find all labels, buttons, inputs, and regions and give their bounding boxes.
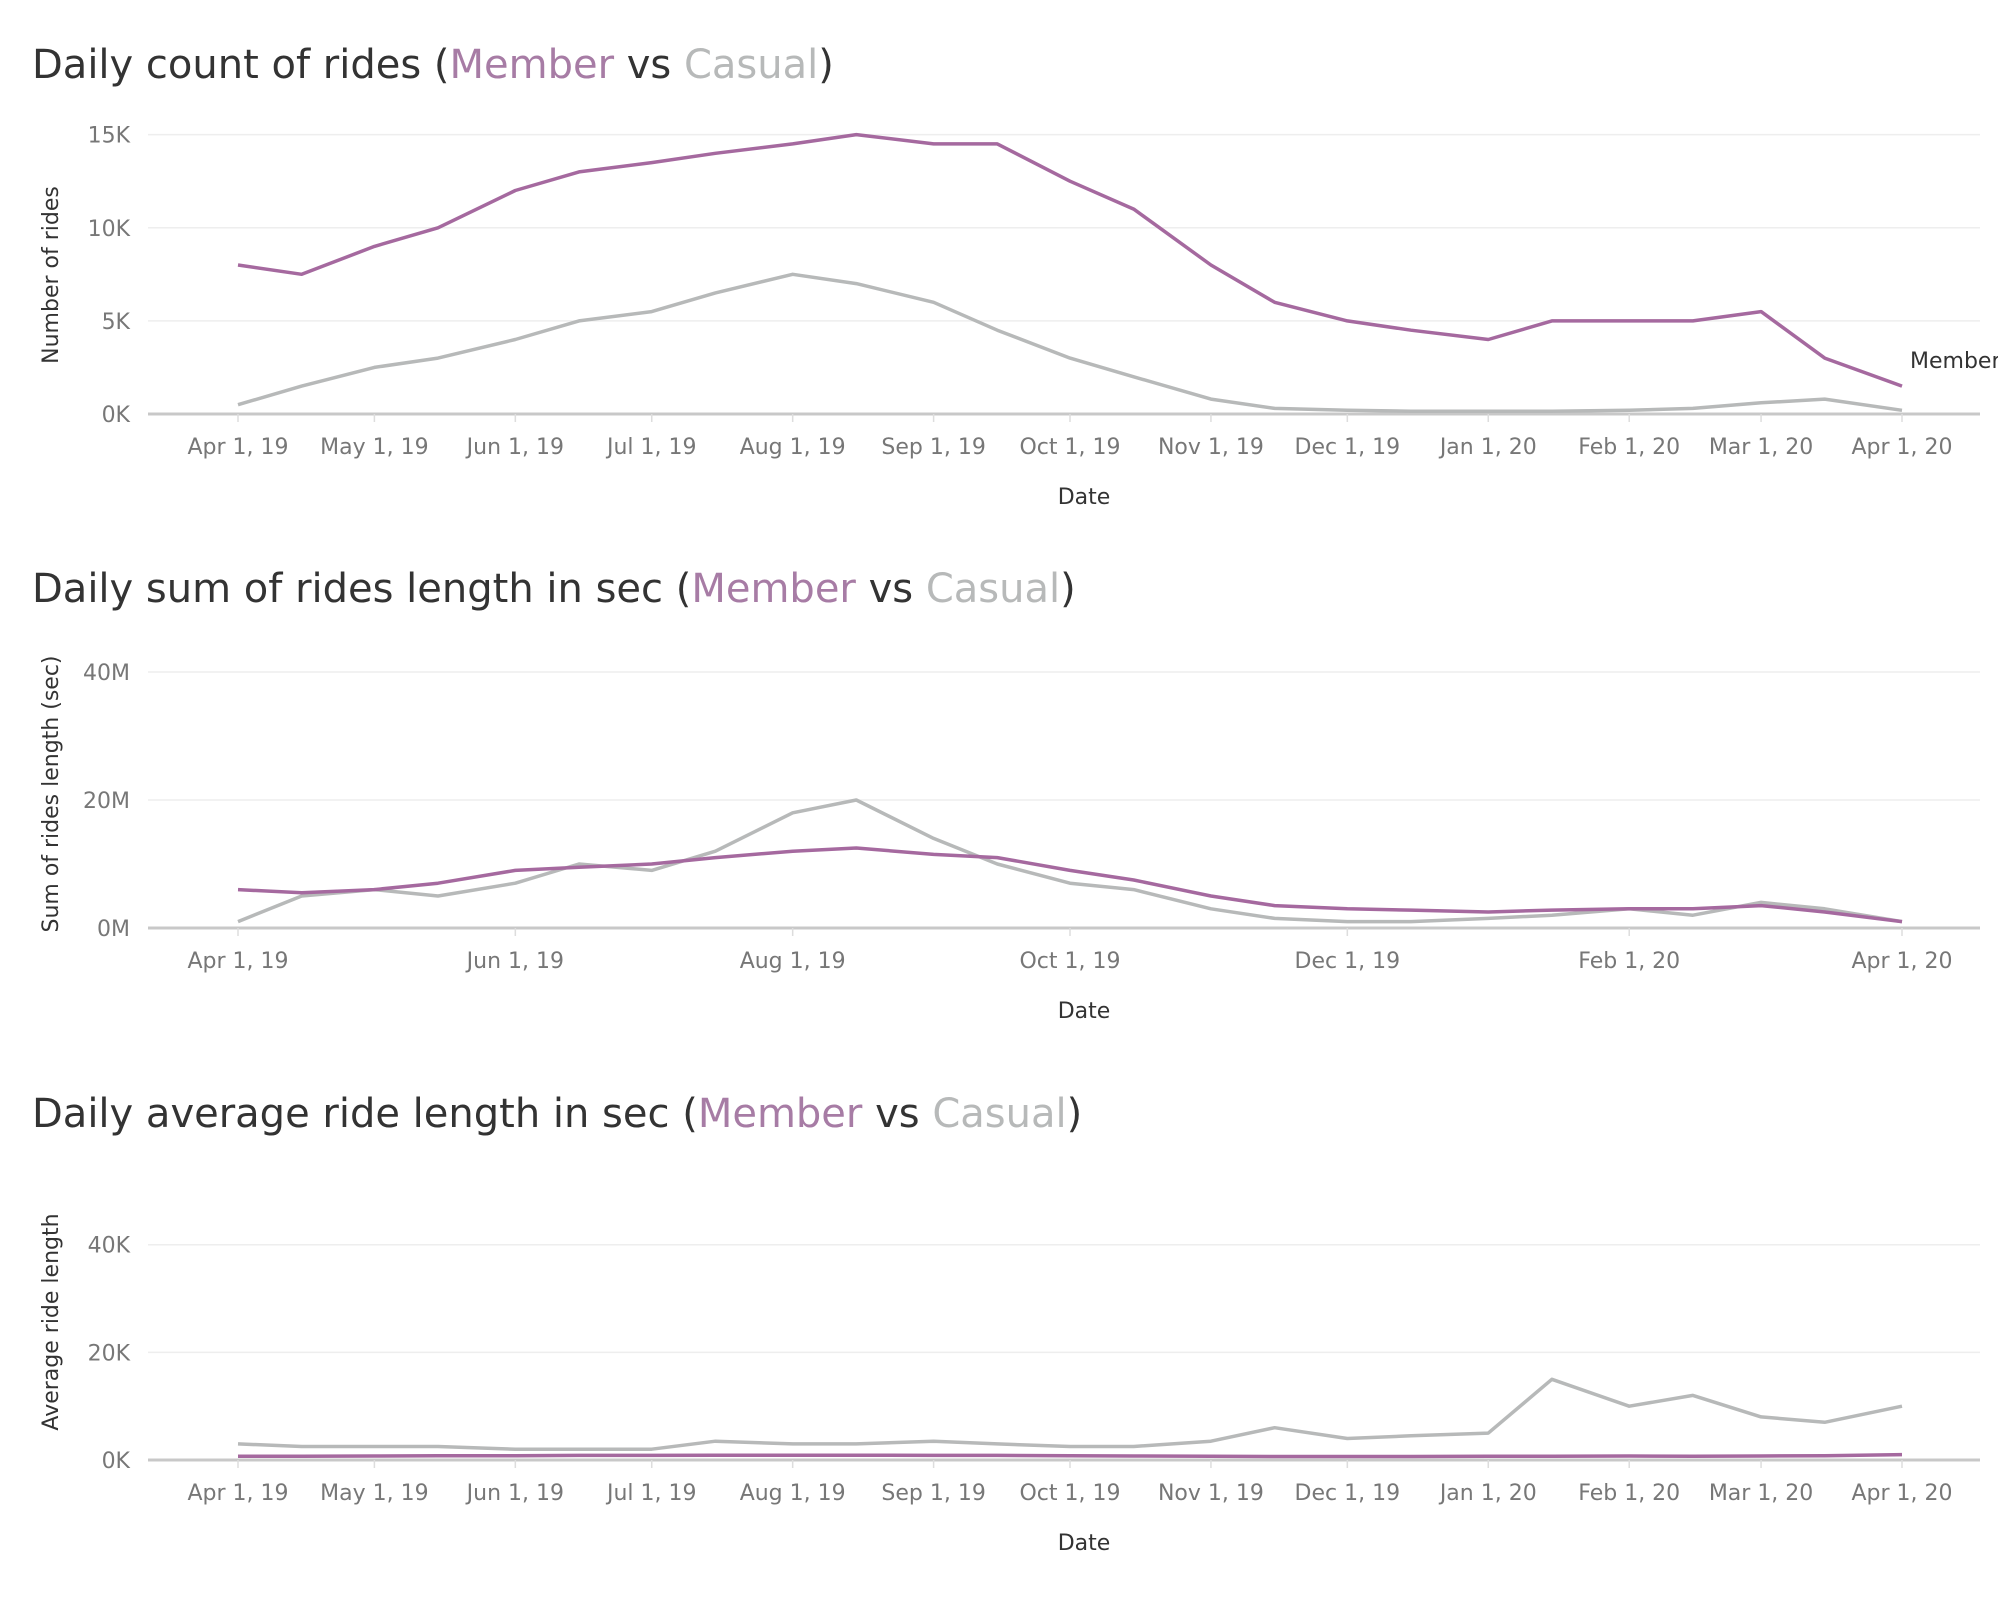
title-text: Daily count of rides ( (32, 42, 450, 88)
title-casual: Casual (925, 566, 1061, 612)
series-line-casual (237, 272, 1903, 413)
member-end-label: Member (1910, 349, 1998, 374)
x-tick-label: Feb 1, 20 (1578, 1481, 1680, 1506)
x-tick-label: Aug 1, 19 (740, 1481, 846, 1506)
x-tick-label: Nov 1, 19 (1158, 435, 1264, 460)
y-tick-label: 0M (97, 917, 130, 942)
title-text: Daily average ride length in sec ( (32, 1091, 698, 1137)
x-tick-label: Feb 1, 20 (1578, 435, 1680, 460)
x-tick-label: Aug 1, 19 (740, 949, 846, 974)
x-tick-label: Apr 1, 19 (187, 949, 288, 974)
chart-title-ride-count: Daily count of rides (Member vs Casual) (32, 42, 834, 88)
y-tick-label: 0K (102, 1449, 131, 1474)
y-tick-label: 20K (88, 1341, 131, 1366)
x-tick-label: Nov 1, 19 (1158, 1481, 1264, 1506)
x-tick-label: Jul 1, 19 (605, 1481, 697, 1506)
title-close: ) (818, 42, 834, 88)
x-tick-label: Jun 1, 19 (465, 1481, 564, 1506)
ride-count-chart: 0K 5K 10K 15K Apr 1, 19 May 1, 19 Jun 1, 19 Jul… (39, 124, 1998, 510)
title-casual: Casual (683, 42, 819, 88)
x-tick-label: Jan 1, 20 (1438, 435, 1537, 460)
x-tick-label: Mar 1, 20 (1709, 1481, 1813, 1506)
series-line-member (238, 1452, 1903, 1459)
series-line-casual (237, 1377, 1903, 1451)
y-tick-label: 20M (83, 789, 130, 814)
x-axis-title: Date (1058, 999, 1111, 1024)
y-tick-label: 5K (102, 310, 131, 335)
title-text: Daily sum of rides length in sec ( (32, 566, 692, 612)
x-tick-label: Aug 1, 19 (740, 435, 846, 460)
series-line-member (237, 846, 1903, 924)
x-tick-label: Sep 1, 19 (881, 435, 985, 460)
x-tick-label: Jan 1, 20 (1438, 1481, 1537, 1506)
y-axis-title: Sum of rides length (sec) (39, 655, 64, 932)
x-axis-title: Date (1058, 485, 1111, 510)
y-tick-label: 15K (88, 124, 131, 149)
x-tick-label: Apr 1, 19 (187, 435, 288, 460)
series-line-member (237, 132, 1903, 388)
y-tick-label: 0K (102, 403, 131, 428)
x-tick-label: Apr 1, 20 (1851, 1481, 1952, 1506)
y-tick-label: 10K (88, 217, 131, 242)
y-tick-label: 40K (88, 1234, 131, 1259)
x-tick-label: Dec 1, 19 (1295, 435, 1401, 460)
title-casual: Casual (932, 1091, 1067, 1137)
x-tick-label: Apr 1, 20 (1851, 435, 1952, 460)
x-tick-label: Mar 1, 20 (1709, 435, 1813, 460)
y-axis-title: Average ride length (39, 1213, 64, 1430)
title-member: Member (449, 42, 615, 88)
title-close: ) (1060, 566, 1076, 612)
ride-average-chart: 0K 20K 40K Apr 1, 19 May 1, 19 Jun 1, 19 Jul 1… (39, 1213, 1980, 1556)
x-tick-label: Feb 1, 20 (1578, 949, 1680, 974)
title-member: Member (697, 1091, 863, 1137)
title-vs: vs (614, 42, 684, 88)
x-tick-label: Dec 1, 19 (1295, 1481, 1401, 1506)
x-tick-label: Apr 1, 19 (187, 1481, 288, 1506)
title-close: ) (1066, 1091, 1083, 1137)
x-tick-label: Sep 1, 19 (881, 1481, 985, 1506)
x-tick-label: Jun 1, 19 (465, 949, 564, 974)
x-tick-label: Apr 1, 20 (1851, 949, 1952, 974)
x-tick-label: Oct 1, 19 (1019, 949, 1120, 974)
x-tick-label: Dec 1, 19 (1295, 949, 1401, 974)
title-member: Member (691, 566, 856, 612)
x-axis-title: Date (1058, 1531, 1111, 1556)
x-tick-label: Oct 1, 19 (1019, 1481, 1120, 1506)
ride-sum-chart: 0M 20M 40M Apr 1, 19 Jun 1, 19 Aug 1, 19 Oct 1… (39, 655, 1980, 1024)
chart-title-ride-average: Daily average ride length in sec (Member… (32, 1091, 1082, 1137)
y-tick-label: 40M (83, 661, 130, 686)
x-tick-label: May 1, 19 (320, 1481, 428, 1506)
chart-title-ride-sum: Daily sum of rides length in sec (Member… (32, 566, 1076, 612)
title-vs: vs (862, 1091, 933, 1137)
y-axis-title: Number of rides (39, 186, 64, 364)
series-line-casual (237, 798, 1903, 924)
x-tick-label: May 1, 19 (320, 435, 428, 460)
x-tick-label: Oct 1, 19 (1019, 435, 1120, 460)
title-vs: vs (855, 566, 926, 612)
x-tick-label: Jul 1, 19 (605, 435, 697, 460)
x-tick-label: Jun 1, 19 (465, 435, 564, 460)
